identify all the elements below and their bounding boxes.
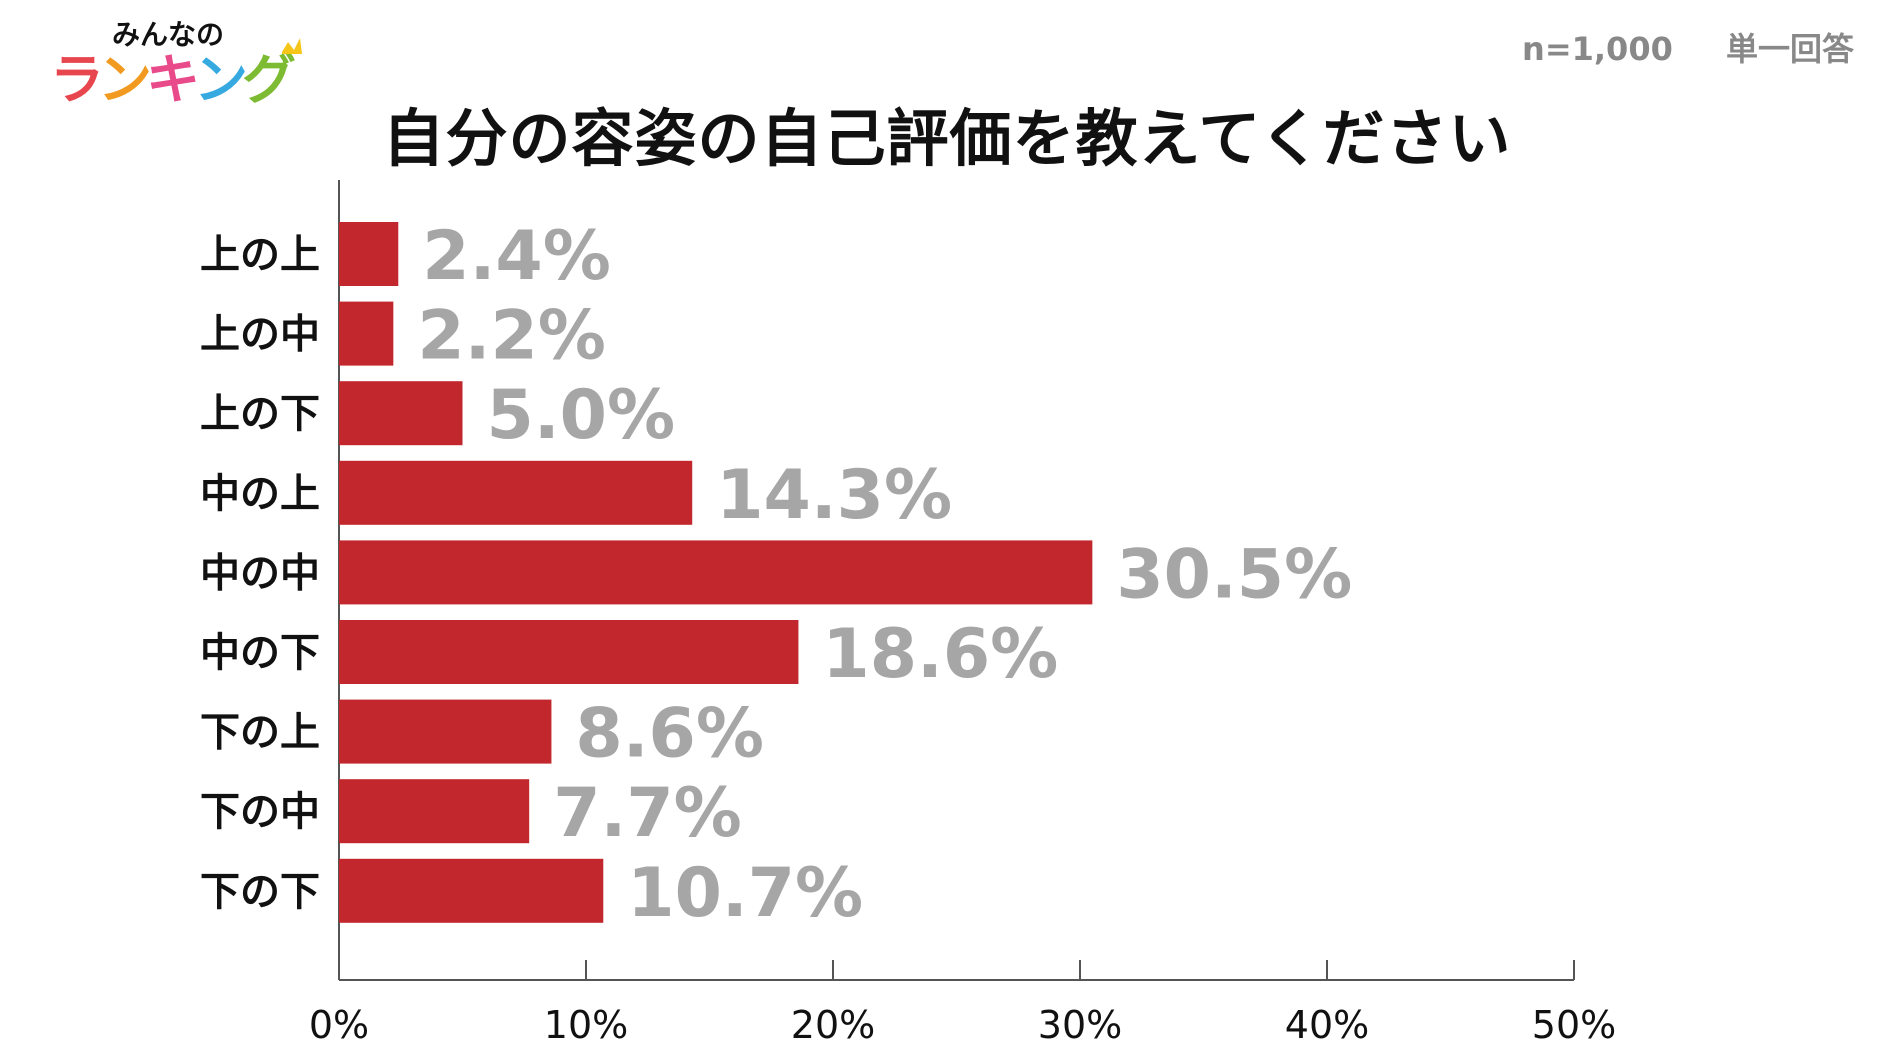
chart-title: 自分の容姿の自己評価を教えてください [382,102,1512,175]
category-label: 下の上 [200,710,320,756]
category-label: 下の中 [200,789,320,835]
bar [339,858,604,923]
logo-char: ン [194,48,248,108]
bar [339,460,693,525]
value-label: 5.0% [487,376,676,455]
bar [339,699,552,764]
value-label: 10.7% [627,854,863,933]
x-tick-label: 30% [1038,1003,1122,1047]
crown-icon [282,38,302,54]
value-label: 18.6% [822,615,1058,694]
value-label: 30.5% [1116,535,1352,614]
logo-char: ラ [50,48,104,108]
logo-char: ン [98,48,152,108]
value-label: 2.4% [422,217,611,296]
category-label: 中の上 [200,471,320,517]
survey-meta: n=1,000 単一回答 [1522,24,1854,70]
bar [339,222,399,286]
bar [339,620,799,684]
bar [339,540,1093,605]
value-label: 2.2% [417,297,606,376]
x-tick-label: 50% [1532,1003,1616,1047]
category-label: 中の中 [200,550,320,596]
category-label: 中の下 [200,630,320,676]
value-label: 14.3% [716,456,952,535]
category-label: 上の上 [200,232,320,278]
bar [339,779,530,844]
x-tick-label: 40% [1285,1003,1369,1047]
category-label: 上の下 [200,391,320,437]
bar [339,381,463,446]
x-tick-label: 0% [309,1003,369,1047]
answer-type: 単一回答 [1725,30,1854,68]
x-tick-label: 20% [791,1003,875,1047]
sample-size: n=1,000 [1522,30,1673,68]
logo-char: キ [146,48,200,108]
value-label: 8.6% [575,695,764,774]
x-tick-label: 10% [544,1003,628,1047]
bar [339,301,394,366]
category-label: 上の中 [200,312,320,358]
logo-char: グ [242,48,296,108]
value-label: 7.7% [553,774,742,853]
logo-top-text: みんなの [112,18,224,51]
category-label: 下の下 [200,869,320,915]
